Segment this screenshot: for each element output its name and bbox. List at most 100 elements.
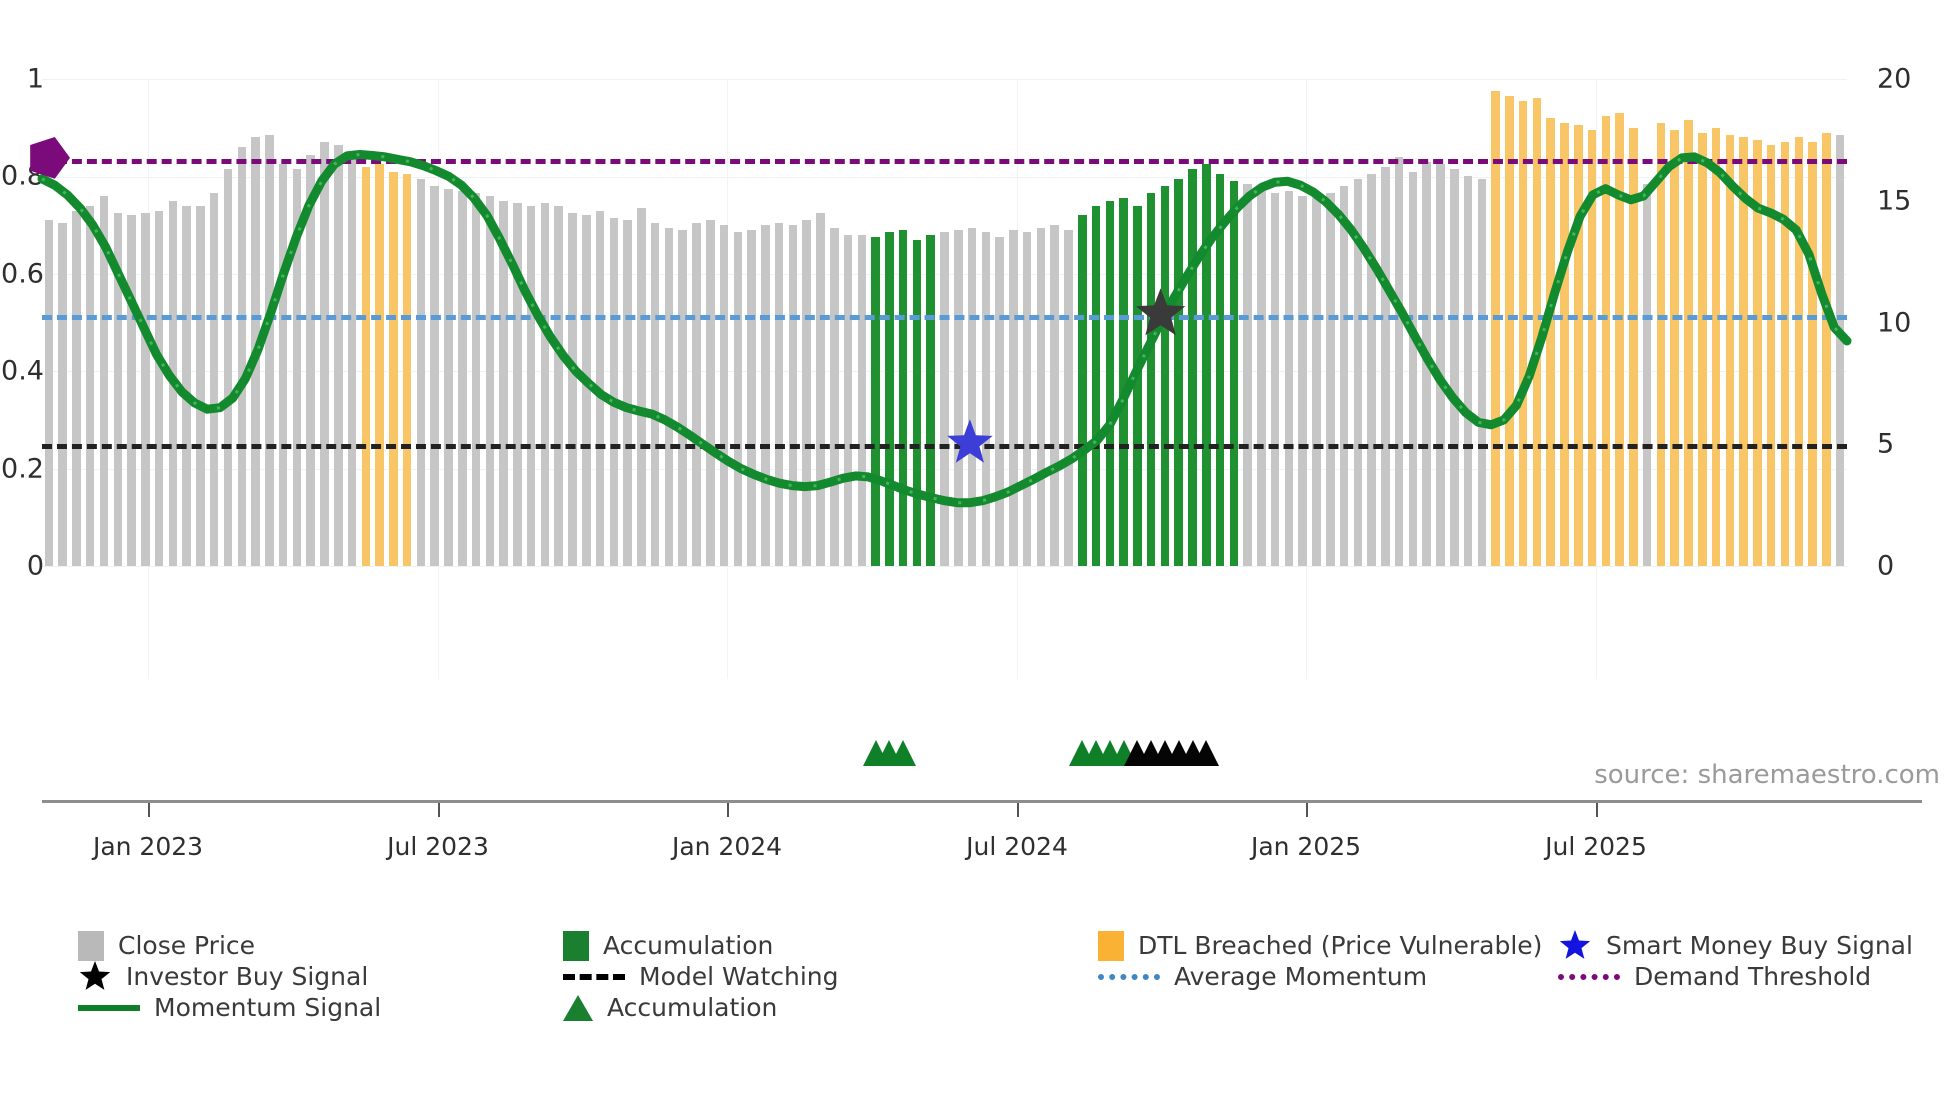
y-axis-right-tick: 15 bbox=[1877, 185, 1912, 217]
price-bar bbox=[485, 195, 495, 566]
price-bar bbox=[1036, 227, 1046, 566]
legend-item-label: Accumulation bbox=[607, 993, 778, 1022]
price-bar bbox=[637, 208, 646, 566]
price-bar bbox=[623, 220, 632, 566]
price-bar bbox=[182, 205, 191, 566]
price-bar bbox=[1105, 200, 1115, 566]
price-bar bbox=[802, 220, 811, 566]
price-bar bbox=[526, 205, 536, 566]
price-bar bbox=[1698, 132, 1707, 566]
price-bar bbox=[1684, 120, 1693, 566]
price-bar bbox=[471, 193, 481, 566]
price-bar bbox=[1505, 96, 1514, 566]
price-bar bbox=[1091, 205, 1101, 566]
price-bar bbox=[1587, 130, 1597, 566]
price-bar bbox=[99, 195, 109, 566]
price-bar bbox=[1711, 127, 1721, 566]
price-bar bbox=[1188, 169, 1197, 566]
legend-swatch-square bbox=[563, 930, 589, 961]
y-axis-left-tick: 1 bbox=[26, 63, 44, 95]
price-bar bbox=[1174, 178, 1183, 566]
price-bar bbox=[1257, 188, 1266, 566]
y-axis-left-tick: 0.4 bbox=[1, 355, 44, 387]
legend-accumulation-triangle[interactable]: Accumulation bbox=[563, 992, 777, 1023]
price-bar bbox=[747, 229, 756, 566]
price-bar bbox=[1312, 198, 1321, 566]
legend-swatch-dotted-line bbox=[1558, 973, 1620, 980]
price-bar bbox=[995, 237, 1004, 566]
price-bar bbox=[1381, 166, 1390, 566]
price-bar bbox=[196, 205, 205, 566]
price-bar bbox=[1119, 198, 1128, 566]
price-bar bbox=[1326, 193, 1335, 566]
price-bar bbox=[347, 156, 357, 566]
price-bar bbox=[1739, 137, 1748, 566]
legend-close-price[interactable]: Close Price bbox=[78, 930, 255, 961]
price-bar bbox=[719, 225, 729, 566]
price-bar bbox=[1574, 125, 1583, 566]
price-bar bbox=[1050, 225, 1059, 566]
price-bar bbox=[581, 215, 591, 566]
price-bar bbox=[1725, 135, 1735, 566]
threshold-line-model-watching bbox=[42, 444, 1847, 450]
legend-item-label: Average Momentum bbox=[1174, 962, 1428, 991]
price-bar bbox=[1477, 178, 1487, 566]
legend-investor-buy[interactable]: Investor Buy Signal bbox=[78, 960, 368, 992]
price-bar bbox=[609, 217, 619, 566]
price-bar bbox=[1353, 178, 1363, 566]
legend-swatch-star-icon bbox=[79, 960, 111, 990]
price-bar bbox=[499, 200, 508, 566]
x-axis-tick bbox=[1017, 803, 1019, 817]
price-bar bbox=[320, 142, 329, 566]
price-bar bbox=[1629, 127, 1638, 566]
plot-area bbox=[42, 79, 1847, 566]
price-bar bbox=[1270, 193, 1280, 566]
price-bar bbox=[1202, 164, 1211, 566]
x-axis-tick bbox=[1596, 803, 1598, 817]
price-bar bbox=[72, 210, 81, 566]
legend-dtl-breached[interactable]: DTL Breached (Price Vulnerable) bbox=[1098, 930, 1542, 961]
legend-demand-threshold[interactable]: Demand Threshold bbox=[1558, 961, 1871, 992]
price-bar bbox=[113, 212, 123, 566]
price-bar bbox=[1422, 161, 1431, 566]
price-bar bbox=[1133, 205, 1142, 566]
price-bar bbox=[237, 147, 247, 566]
price-bar bbox=[1215, 173, 1225, 566]
y-axis-right-tick: 5 bbox=[1877, 428, 1895, 460]
price-bar bbox=[692, 222, 701, 566]
price-bar bbox=[292, 169, 302, 566]
legend-smart-money-buy[interactable]: Smart Money Buy Signal bbox=[1558, 929, 1913, 961]
legend-item-label: Model Watching bbox=[639, 962, 839, 991]
price-bar bbox=[58, 222, 67, 566]
price-bar bbox=[1835, 135, 1845, 566]
price-bar bbox=[733, 232, 743, 566]
price-bar bbox=[375, 164, 384, 566]
price-bar bbox=[1229, 181, 1239, 566]
price-bar bbox=[940, 232, 949, 566]
x-axis-tick bbox=[438, 803, 440, 817]
legend-item-label: Demand Threshold bbox=[1634, 962, 1872, 991]
x-axis-tick bbox=[727, 803, 729, 817]
price-bar bbox=[141, 212, 150, 566]
legend-swatch-dotted-line bbox=[1098, 973, 1160, 980]
price-bar bbox=[333, 144, 343, 566]
legend-item-label: Momentum Signal bbox=[154, 993, 382, 1022]
x-axis-tick-label: Jul 2023 bbox=[387, 832, 489, 861]
legend-model-watching[interactable]: Model Watching bbox=[563, 961, 839, 992]
price-bar bbox=[540, 203, 550, 566]
price-bar bbox=[1408, 171, 1418, 566]
price-bar bbox=[1078, 215, 1087, 566]
price-bar bbox=[967, 227, 977, 566]
price-bar bbox=[1298, 195, 1307, 566]
legend-momentum-signal[interactable]: Momentum Signal bbox=[78, 992, 381, 1023]
price-bar bbox=[85, 205, 95, 566]
price-bar bbox=[761, 225, 770, 566]
price-bar bbox=[1615, 113, 1624, 566]
legend-item-label: Close Price bbox=[118, 931, 256, 960]
price-bar bbox=[705, 220, 715, 566]
price-bar bbox=[1339, 186, 1349, 566]
legend-average-momentum[interactable]: Average Momentum bbox=[1098, 961, 1427, 992]
price-bar bbox=[1780, 142, 1790, 566]
accumulation-triangle bbox=[890, 740, 917, 766]
legend-accumulation-bar[interactable]: Accumulation bbox=[563, 930, 773, 961]
